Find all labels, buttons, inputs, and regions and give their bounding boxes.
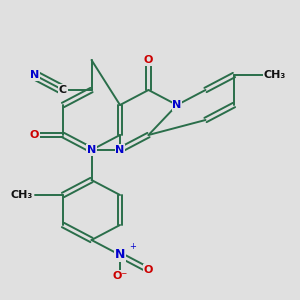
Text: O: O <box>30 130 39 140</box>
Text: +: + <box>129 242 136 251</box>
Text: CH₃: CH₃ <box>11 190 33 200</box>
Text: N: N <box>87 145 96 155</box>
Text: N: N <box>116 145 124 155</box>
Text: N: N <box>172 100 182 110</box>
Text: N: N <box>115 248 125 262</box>
Text: N: N <box>30 70 39 80</box>
Text: O⁻: O⁻ <box>112 271 128 281</box>
Text: CH₃: CH₃ <box>264 70 286 80</box>
Text: O: O <box>144 55 153 65</box>
Text: C: C <box>59 85 67 95</box>
Text: O: O <box>144 265 153 275</box>
